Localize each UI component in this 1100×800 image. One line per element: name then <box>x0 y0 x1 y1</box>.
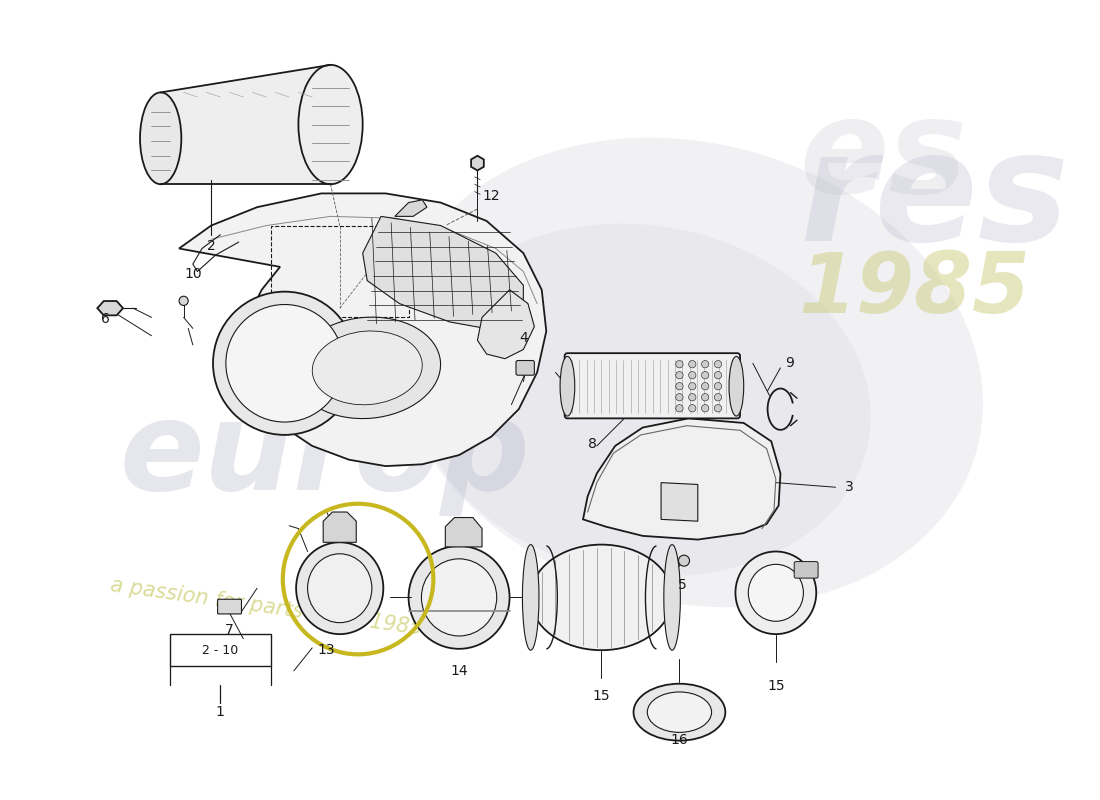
Polygon shape <box>583 418 780 539</box>
Text: 2 - 10: 2 - 10 <box>202 644 239 657</box>
FancyBboxPatch shape <box>564 353 740 418</box>
Circle shape <box>714 394 722 401</box>
Circle shape <box>689 371 696 379</box>
Circle shape <box>689 405 696 412</box>
Circle shape <box>702 371 708 379</box>
Ellipse shape <box>312 331 422 405</box>
Text: 15: 15 <box>593 689 611 702</box>
Circle shape <box>679 555 690 566</box>
Text: 9: 9 <box>785 356 794 370</box>
Circle shape <box>689 361 696 368</box>
Text: 10: 10 <box>184 267 201 282</box>
Text: 1: 1 <box>216 705 224 719</box>
Ellipse shape <box>530 545 672 650</box>
Polygon shape <box>395 200 427 216</box>
Polygon shape <box>161 65 330 184</box>
Text: 1985: 1985 <box>799 250 1031 330</box>
Text: a passion for parts since 1985: a passion for parts since 1985 <box>109 574 424 638</box>
Text: 7: 7 <box>226 622 234 637</box>
Polygon shape <box>97 301 123 315</box>
Circle shape <box>714 382 722 390</box>
Text: 6: 6 <box>101 312 110 326</box>
Ellipse shape <box>294 317 441 418</box>
Text: 16: 16 <box>671 733 689 746</box>
Circle shape <box>689 382 696 390</box>
Ellipse shape <box>663 545 681 650</box>
Text: 5: 5 <box>678 578 686 593</box>
Circle shape <box>714 405 722 412</box>
Circle shape <box>702 361 708 368</box>
Circle shape <box>675 361 683 368</box>
Ellipse shape <box>560 356 575 416</box>
Circle shape <box>702 394 708 401</box>
FancyBboxPatch shape <box>516 361 535 375</box>
Polygon shape <box>323 512 356 542</box>
Text: 3: 3 <box>845 480 854 494</box>
Polygon shape <box>477 290 535 358</box>
Text: 12: 12 <box>483 189 500 203</box>
Ellipse shape <box>522 545 539 650</box>
Polygon shape <box>661 482 697 521</box>
Text: 15: 15 <box>767 679 784 694</box>
Circle shape <box>179 296 188 306</box>
Circle shape <box>714 361 722 368</box>
Ellipse shape <box>308 554 372 622</box>
Circle shape <box>675 394 683 401</box>
Text: 14: 14 <box>450 664 468 678</box>
Polygon shape <box>471 156 484 170</box>
Circle shape <box>702 405 708 412</box>
Polygon shape <box>446 518 482 547</box>
Ellipse shape <box>748 564 803 622</box>
Circle shape <box>689 394 696 401</box>
Text: 8: 8 <box>587 437 596 451</box>
Ellipse shape <box>415 224 871 576</box>
Circle shape <box>675 371 683 379</box>
Polygon shape <box>179 194 547 466</box>
Bar <box>271 226 408 318</box>
Bar <box>169 634 271 666</box>
FancyBboxPatch shape <box>794 562 818 578</box>
Text: 13: 13 <box>317 642 334 657</box>
Text: 4: 4 <box>519 330 528 345</box>
Ellipse shape <box>298 65 363 184</box>
Text: europ: europ <box>120 394 530 515</box>
Circle shape <box>226 305 343 422</box>
FancyBboxPatch shape <box>218 599 242 614</box>
Text: es: es <box>799 93 967 220</box>
Circle shape <box>213 292 356 435</box>
Circle shape <box>702 382 708 390</box>
Circle shape <box>675 382 683 390</box>
Ellipse shape <box>736 551 816 634</box>
Ellipse shape <box>394 138 983 607</box>
Polygon shape <box>363 216 524 331</box>
Circle shape <box>675 405 683 412</box>
Ellipse shape <box>296 542 383 634</box>
Text: 2: 2 <box>207 238 216 253</box>
Text: res: res <box>799 123 1069 273</box>
Ellipse shape <box>421 559 497 636</box>
Ellipse shape <box>729 356 744 416</box>
Ellipse shape <box>408 546 509 649</box>
Ellipse shape <box>140 93 182 184</box>
Ellipse shape <box>647 692 712 732</box>
Circle shape <box>714 371 722 379</box>
Ellipse shape <box>634 684 725 741</box>
